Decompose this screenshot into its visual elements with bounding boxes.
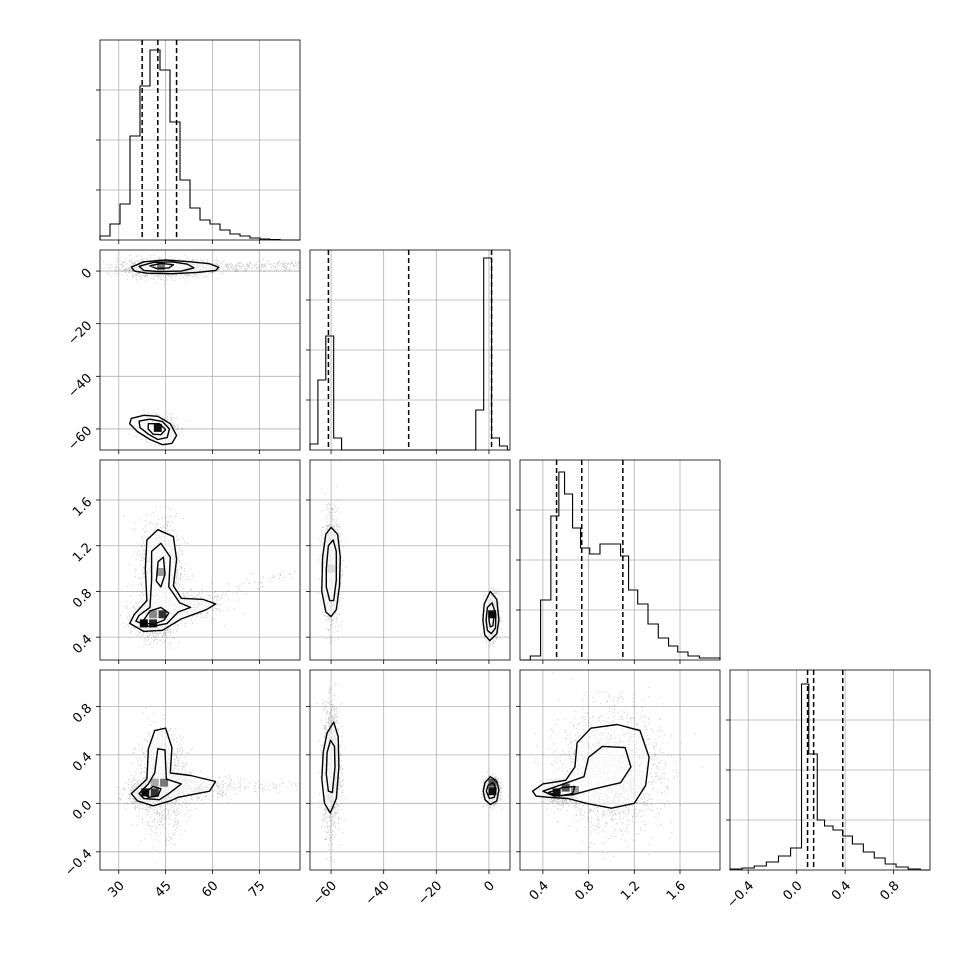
density-frame bbox=[99, 249, 301, 451]
contour-line bbox=[488, 610, 495, 628]
histogram-frame bbox=[519, 459, 721, 661]
density-bin bbox=[139, 619, 148, 628]
x-tick-label: −20 bbox=[415, 878, 445, 908]
contour-line bbox=[547, 785, 576, 797]
histogram-steps bbox=[520, 471, 721, 661]
histogram-panel-1 bbox=[306, 249, 511, 454]
x-tick-label: 30 bbox=[105, 878, 127, 900]
y-tick-label: 0.4 bbox=[70, 750, 95, 775]
contour-line bbox=[321, 721, 340, 814]
density-panel-2-0 bbox=[96, 459, 301, 664]
contour-line bbox=[149, 262, 175, 270]
density-bin bbox=[153, 423, 162, 432]
contour-line bbox=[129, 529, 217, 633]
y-tick-label: 0.4 bbox=[70, 632, 95, 657]
scatter-points bbox=[117, 707, 300, 863]
contour-line bbox=[130, 259, 220, 275]
x-tick-label: −0.4 bbox=[724, 878, 757, 911]
y-tick-label: −20 bbox=[65, 318, 95, 348]
density-bin bbox=[570, 786, 579, 794]
contour-line bbox=[143, 785, 162, 798]
scatter-points bbox=[317, 460, 503, 647]
contour-line bbox=[482, 776, 500, 806]
contour-line bbox=[482, 590, 500, 642]
contour-line bbox=[141, 606, 170, 626]
y-tick-label: 0.8 bbox=[70, 586, 95, 611]
x-tick-label: −60 bbox=[310, 878, 340, 908]
contour-line bbox=[138, 748, 182, 801]
x-tick-label: 0.8 bbox=[877, 878, 902, 903]
density-bin bbox=[327, 564, 336, 573]
histogram-steps bbox=[729, 683, 930, 871]
x-tick-label: 60 bbox=[199, 878, 221, 900]
contour-line bbox=[542, 745, 632, 797]
contour-line bbox=[147, 423, 167, 436]
density-bin bbox=[158, 610, 167, 619]
x-tick-label: 0.0 bbox=[780, 878, 805, 903]
density-bin bbox=[552, 788, 561, 797]
contour-line bbox=[325, 739, 336, 794]
density-frame bbox=[99, 669, 301, 871]
x-tick-label: 0.8 bbox=[572, 878, 597, 903]
contour-line bbox=[321, 526, 341, 618]
contour-line bbox=[485, 602, 497, 635]
density-bin bbox=[150, 788, 159, 797]
density-frame bbox=[309, 669, 511, 871]
contour-line bbox=[138, 418, 171, 441]
contour-line bbox=[138, 261, 195, 273]
y-tick-label: 0.0 bbox=[70, 798, 95, 823]
x-tick-label: 0 bbox=[482, 878, 498, 894]
histogram-steps bbox=[309, 257, 510, 451]
density-panel-3-0 bbox=[96, 669, 301, 874]
density-frame bbox=[519, 669, 721, 871]
histogram-frame bbox=[309, 249, 511, 451]
contour-line bbox=[155, 556, 166, 588]
histogram-frame bbox=[99, 39, 301, 241]
x-tick-label: 45 bbox=[152, 878, 174, 900]
contour-shade bbox=[139, 748, 182, 800]
y-tick-label: −40 bbox=[65, 371, 95, 401]
density-bin bbox=[149, 610, 158, 619]
density-panel-3-2 bbox=[516, 669, 721, 874]
y-tick-label: 0.8 bbox=[70, 701, 95, 726]
contour-line bbox=[130, 727, 217, 807]
histogram-panel-3 bbox=[726, 669, 931, 874]
contour-shade bbox=[326, 740, 335, 793]
y-tick-label: 1.6 bbox=[70, 495, 95, 520]
density-bin bbox=[156, 568, 165, 576]
x-tick-label: 1.6 bbox=[664, 878, 689, 903]
y-tick-label: −60 bbox=[65, 424, 95, 454]
contour-line bbox=[325, 539, 337, 602]
density-bin bbox=[149, 619, 158, 628]
density-bin bbox=[156, 262, 165, 271]
x-tick-label: −40 bbox=[363, 878, 393, 908]
density-bin bbox=[488, 787, 497, 796]
density-bin bbox=[160, 778, 169, 787]
density-panel-3-1 bbox=[306, 669, 511, 874]
x-tick-label: 75 bbox=[246, 878, 268, 900]
y-tick-label: 0 bbox=[79, 266, 95, 282]
histogram-frame bbox=[729, 669, 931, 871]
histogram-steps bbox=[99, 49, 300, 241]
density-panel-1-0 bbox=[96, 249, 301, 454]
density-bin bbox=[150, 778, 159, 787]
density-panel-2-1 bbox=[306, 459, 511, 664]
histogram-panel-0 bbox=[96, 39, 301, 244]
density-frame bbox=[309, 459, 511, 661]
density-frame bbox=[99, 459, 301, 661]
contour-line bbox=[129, 414, 178, 446]
contour-line bbox=[485, 782, 497, 800]
scatter-points bbox=[316, 683, 509, 863]
histogram-panel-2 bbox=[516, 459, 721, 664]
y-tick-label: 1.2 bbox=[70, 540, 95, 565]
x-tick-label: 1.2 bbox=[618, 878, 643, 903]
contour-shade bbox=[135, 543, 191, 627]
y-tick-label: −0.4 bbox=[62, 847, 95, 880]
x-tick-label: 0.4 bbox=[829, 878, 854, 903]
contour-line bbox=[531, 723, 650, 809]
x-tick-label: 0.4 bbox=[527, 878, 552, 903]
contour-line bbox=[135, 542, 192, 628]
scatter-points bbox=[103, 254, 300, 447]
